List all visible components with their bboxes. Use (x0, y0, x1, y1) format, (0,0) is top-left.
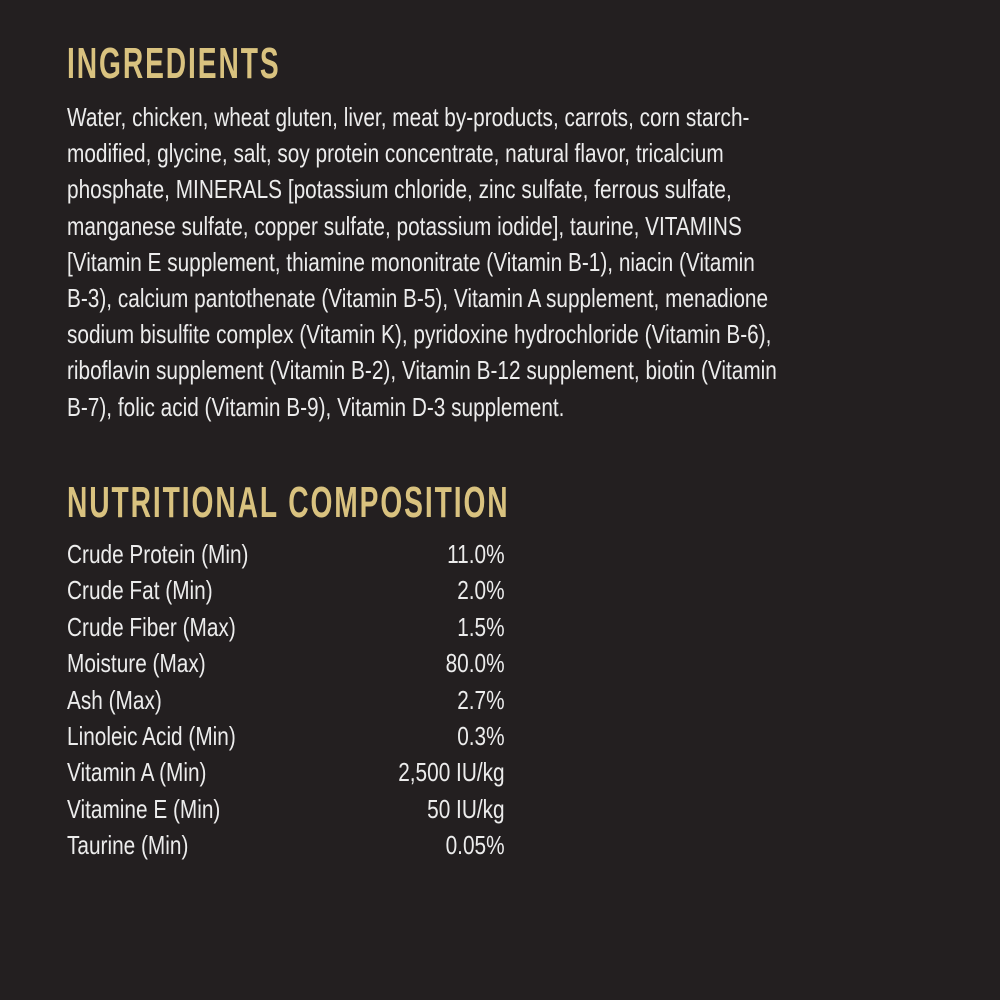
nutrient-value: 2.0% (457, 575, 505, 606)
ingredients-text: Water, chicken, wheat gluten, liver, mea… (67, 99, 777, 425)
nutrient-value: 50 IU/kg (427, 793, 505, 824)
nutrition-row: Crude Protein (Min) 11.0% (67, 536, 505, 572)
nutrient-value: 80.0% (445, 648, 505, 679)
nutrient-label: Moisture (Max) (67, 648, 206, 679)
nutrient-label: Ash (Max) (67, 684, 162, 715)
nutrient-value: 0.3% (457, 720, 505, 751)
nutrient-value: 1.5% (457, 611, 505, 642)
nutritional-composition-heading: NUTRITIONAL COMPOSITION (67, 478, 510, 527)
nutrient-value: 11.0% (447, 539, 505, 569)
nutrient-value: 2,500 IU/kg (398, 757, 505, 788)
ingredients-line: phosphate, MINERALS [potassium chloride,… (67, 174, 732, 205)
ingredients-line: B-3), calcium pantothenate (Vitamin B-5)… (67, 282, 769, 313)
nutrition-row: Vitamin A (Min) 2,500 IU/kg (67, 754, 505, 790)
nutrition-row: Moisture (Max) 80.0% (67, 645, 505, 681)
ingredients-line: Water, chicken, wheat gluten, liver, mea… (67, 102, 750, 132)
nutrient-label: Crude Fiber (Max) (67, 611, 236, 642)
nutrition-row: Crude Fiber (Max) 1.5% (67, 609, 505, 645)
nutrient-value: 0.05% (445, 830, 505, 861)
nutrient-value: 2.7% (457, 684, 505, 715)
ingredients-line: riboflavin supplement (Vitamin B-2), Vit… (67, 355, 777, 386)
nutrition-row: Ash (Max) 2.7% (67, 682, 505, 718)
nutrition-table: Crude Protein (Min) 11.0% Crude Fat (Min) 2… (67, 536, 505, 864)
nutrient-label: Vitamine E (Min) (67, 793, 221, 824)
nutrition-row: Linoleic Acid (Min) 0.3% (67, 718, 505, 754)
ingredients-line: sodium bisulfite complex (Vitamin K), py… (67, 319, 772, 350)
ingredients-line: modified, glycine, salt, soy protein con… (67, 138, 724, 169)
nutrient-label: Vitamin A (Min) (67, 757, 207, 788)
nutrient-label: Crude Protein (Min) (67, 539, 249, 569)
nutrition-row: Taurine (Min) 0.05% (67, 827, 505, 863)
nutrition-row: Vitamine E (Min) 50 IU/kg (67, 791, 505, 827)
ingredients-heading: INGREDIENTS (67, 39, 281, 88)
ingredients-line: [Vitamin E supplement, thiamine mononitr… (67, 246, 755, 277)
ingredients-line: B-7), folic acid (Vitamin B-9), Vitamin … (67, 391, 565, 422)
ingredients-line: manganese sulfate, copper sulfate, potas… (67, 210, 742, 241)
nutrient-label: Crude Fat (Min) (67, 575, 213, 606)
nutrient-label: Linoleic Acid (Min) (67, 720, 236, 751)
nutrient-label: Taurine (Min) (67, 830, 189, 861)
nutrition-row: Crude Fat (Min) 2.0% (67, 572, 505, 608)
